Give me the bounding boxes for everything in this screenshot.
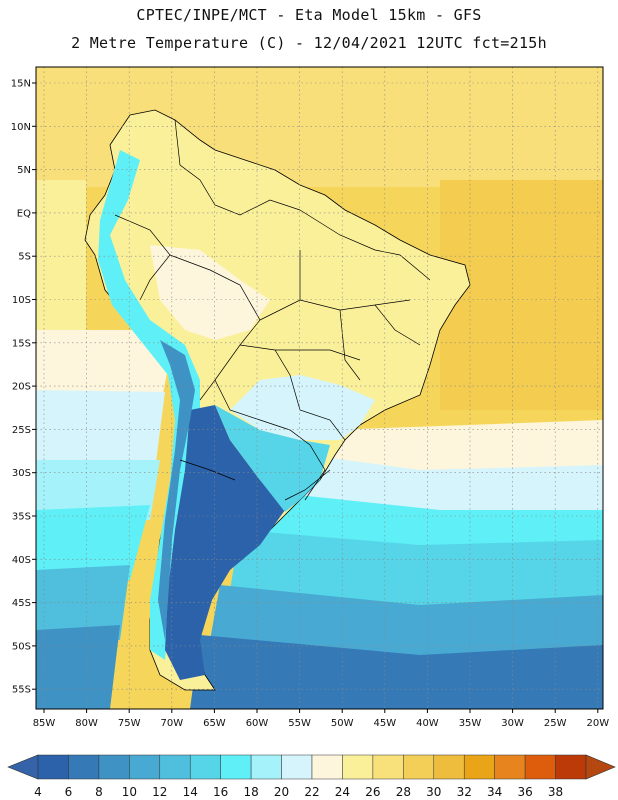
lon-tick-label: 85W <box>33 718 56 729</box>
andes-cold-region <box>98 150 200 660</box>
lon-tick-label: 70W <box>160 718 183 729</box>
latitude-axis: 15N 10N 5N EQ 5S 10S 15S 20S 25S 30S 35S 40S 45S 50S 5… <box>11 79 36 696</box>
colorbar-label: 14 <box>183 785 198 799</box>
colorbar-swatch <box>250 754 282 780</box>
lat-tick-label: 20S <box>12 382 31 393</box>
lon-tick-label: 65W <box>203 718 226 729</box>
colorbar-swatch <box>555 754 587 780</box>
colorbar-label: 36 <box>517 785 532 799</box>
lon-tick-label: 25W <box>544 718 567 729</box>
colorbar-swatch <box>220 754 252 780</box>
colorbar-swatch <box>129 754 161 780</box>
pacific-warm-band <box>36 180 86 330</box>
tropical-atlantic-warm-band <box>440 180 603 410</box>
longitude-axis: 85W 80W 75W 70W 65W 60W 55W 50W 45W 40W 35W 30W 25W 2… <box>33 709 609 729</box>
lon-tick-label: 75W <box>118 718 141 729</box>
lat-tick-label: 10N <box>11 122 31 133</box>
graticule <box>36 67 603 709</box>
amazon-pale-region <box>150 245 270 340</box>
atlantic-coldest-band <box>190 635 603 709</box>
lat-tick-label: EQ <box>17 208 31 219</box>
colorbar-swatch <box>342 754 374 780</box>
title-line-1: CPTEC/INPE/MCT - Eta Model 15km - GFS <box>136 6 482 24</box>
lat-tick-label: 45S <box>12 598 31 609</box>
country-borders <box>114 119 431 501</box>
colorbar-label: 32 <box>457 785 472 799</box>
colorbar-swatch <box>281 754 313 780</box>
atlantic-colder-band <box>230 530 603 610</box>
colorbar-swatch <box>37 754 69 780</box>
colorbar-swatch <box>403 754 435 780</box>
colorbar-swatch <box>189 754 221 780</box>
atlantic-colder2-band <box>210 585 603 660</box>
andes-core-region <box>158 340 195 640</box>
lat-tick-label: 50S <box>12 641 31 652</box>
colorbar-swatch <box>524 754 556 780</box>
lon-tick-label: 60W <box>246 718 269 729</box>
colorbar-over-arrow <box>585 754 616 780</box>
colorbar-under-arrow <box>7 754 39 780</box>
lat-tick-label: 35S <box>12 512 31 523</box>
lat-tick-label: 10S <box>12 295 31 306</box>
pacific-cold-band <box>36 505 150 580</box>
title-line-2: 2 Metre Temperature (C) - 12/04/2021 12U… <box>71 34 547 52</box>
colorbar-swatch <box>372 754 404 780</box>
atlantic-cold-band <box>250 490 603 550</box>
lon-tick-label: 50W <box>331 718 354 729</box>
patagonia-cold-region <box>165 405 285 680</box>
lon-tick-label: 45W <box>373 718 396 729</box>
pacific-coldest-band <box>36 625 120 709</box>
colorbar-label: 26 <box>365 785 380 799</box>
lat-tick-label: 5N <box>17 165 31 176</box>
southern-brazil-mild-region <box>230 375 375 440</box>
colorbar-label: 8 <box>95 785 103 799</box>
lat-tick-label: 40S <box>12 555 31 566</box>
lat-tick-label: 25S <box>12 425 31 436</box>
colorbar-label: 34 <box>487 785 502 799</box>
colorbar-label: 28 <box>396 785 411 799</box>
colorbar-label: 30 <box>426 785 441 799</box>
atlantic-mid-band <box>300 420 603 475</box>
map-area <box>36 67 603 709</box>
lon-tick-label: 30W <box>501 718 524 729</box>
lon-tick-label: 55W <box>288 718 311 729</box>
colorbar-label: 4 <box>34 785 42 799</box>
atlantic-cool-band <box>270 450 603 515</box>
lat-tick-label: 15N <box>11 79 31 90</box>
lon-tick-label: 20W <box>586 718 609 729</box>
colorbar-label: 18 <box>243 785 258 799</box>
colorbar-label: 38 <box>548 785 563 799</box>
colorbar-swatch <box>311 754 343 780</box>
colorbar-label: 10 <box>122 785 137 799</box>
pacific-colder-band <box>36 565 130 640</box>
colorbar-label: 12 <box>152 785 167 799</box>
colorbar-swatch <box>159 754 191 780</box>
colorbar-swatch <box>68 754 100 780</box>
colorbar-label: 20 <box>274 785 289 799</box>
lon-tick-label: 80W <box>75 718 98 729</box>
colorbar-swatch <box>433 754 465 780</box>
colorbar-label: 6 <box>65 785 73 799</box>
pampas-cool-region <box>215 405 330 512</box>
colorbar-swatch <box>463 754 495 780</box>
lat-tick-label: 30S <box>12 468 31 479</box>
colorbar-label: 24 <box>335 785 350 799</box>
colorbar-label: 16 <box>213 785 228 799</box>
lon-tick-label: 40W <box>416 718 439 729</box>
pacific-cool-band <box>36 390 165 470</box>
colorbar: 4 6 8 10 12 14 16 18 20 22 24 26 28 30 32 34 36 38 <box>7 754 616 799</box>
colorbar-label: 22 <box>304 785 319 799</box>
lat-tick-label: 15S <box>12 338 31 349</box>
lat-tick-label: 55S <box>12 685 31 696</box>
map-frame <box>35 66 604 710</box>
colorbar-swatch <box>98 754 130 780</box>
lat-tick-label: 5S <box>18 252 31 263</box>
pacific-cooler-band <box>36 460 160 520</box>
lon-tick-label: 35W <box>459 718 482 729</box>
colorbar-swatch <box>494 754 526 780</box>
